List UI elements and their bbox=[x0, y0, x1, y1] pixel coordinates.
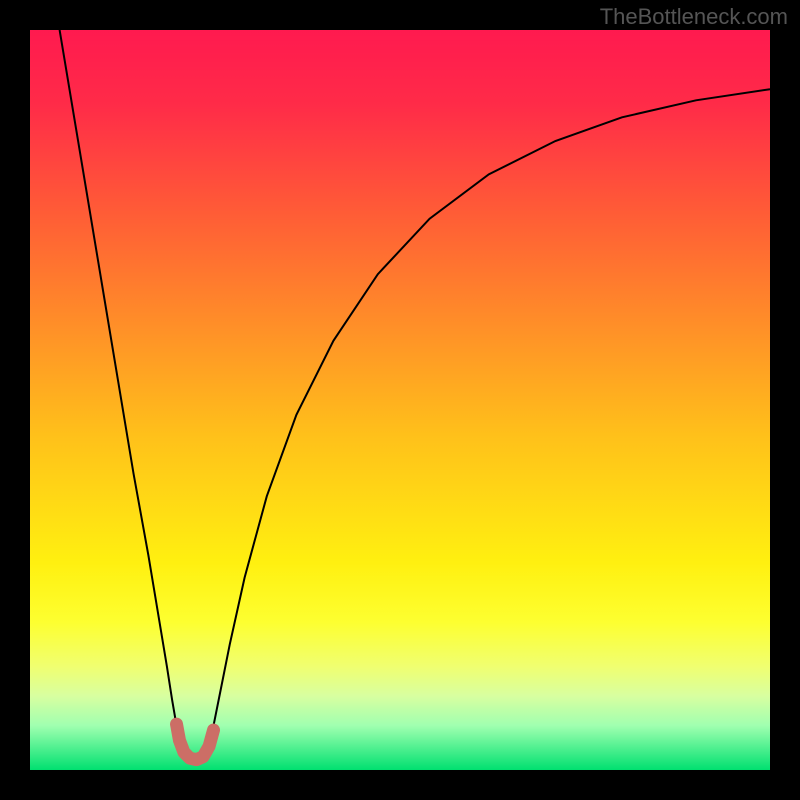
chart-svg bbox=[30, 30, 770, 770]
plot-area bbox=[30, 30, 770, 770]
gradient-background bbox=[30, 30, 770, 770]
chart-container: TheBottleneck.com bbox=[0, 0, 800, 800]
watermark-text: TheBottleneck.com bbox=[600, 4, 788, 30]
